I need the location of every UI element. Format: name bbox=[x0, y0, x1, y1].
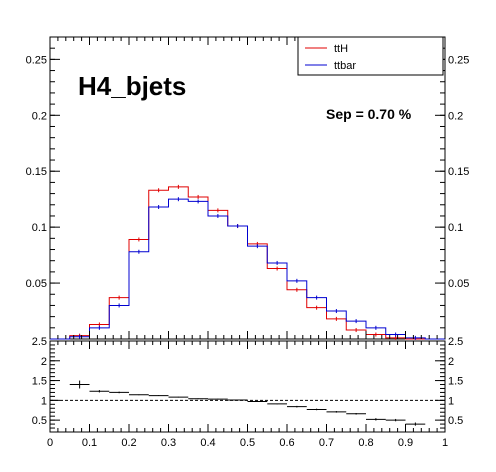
main-pad: 0.05 0.05 0.1 0.1 0.15 0.15 0.2 0.2 0.25 0.25 H4_… bbox=[26, 36, 469, 340]
ratio-y-tick-label: 0.5 bbox=[32, 415, 47, 427]
ratio-y-tick-label: 2.5 bbox=[32, 336, 47, 348]
ratio-y-tick-label-right: 0.5 bbox=[448, 415, 463, 427]
main-y-tick-label-right: 0.25 bbox=[448, 54, 469, 66]
x-tick-label: 0.4 bbox=[200, 437, 215, 449]
main-y-tick-label-right: 0.1 bbox=[448, 222, 463, 234]
separation-annotation: Sep = 0.70 % bbox=[326, 106, 412, 122]
main-y-tick-label: 0.15 bbox=[26, 166, 47, 178]
x-tick-label: 0.8 bbox=[358, 437, 373, 449]
x-tick-label: 0.3 bbox=[161, 437, 176, 449]
ratio-axes-group: 0 0.1 0.2 0.3 0.4 0.5 0.6 0.7 0.8 0.9 10.5 0.51 11.5… bbox=[32, 336, 464, 449]
x-tick-label: 0.1 bbox=[82, 437, 97, 449]
main-y-tick-label-right: 0.05 bbox=[448, 278, 469, 290]
x-tick-label: 0.6 bbox=[279, 437, 294, 449]
ratio-y-tick-label-right: 2.5 bbox=[448, 336, 463, 348]
legend-label-tth: ttH bbox=[334, 43, 348, 55]
ratio-pad: 0 0.1 0.2 0.3 0.4 0.5 0.6 0.7 0.8 0.9 10.5 0.51 11.5… bbox=[32, 336, 464, 449]
legend: ttH ttbar bbox=[297, 36, 444, 76]
legend-label-ttbar: ttbar bbox=[334, 60, 356, 72]
histogram-title: H4_bjets bbox=[78, 71, 186, 101]
main-y-tick-label: 0.1 bbox=[32, 222, 47, 234]
main-y-tick-label: 0.05 bbox=[26, 278, 47, 290]
main-y-tick-label: 0.2 bbox=[32, 110, 47, 122]
main-y-tick-label-right: 0.2 bbox=[448, 110, 463, 122]
ratio-y-tick-label-right: 1 bbox=[448, 395, 454, 407]
ratio-y-tick-label-right: 2 bbox=[448, 356, 454, 368]
ratio-y-tick-label-right: 1.5 bbox=[448, 376, 463, 388]
ratio-points-group bbox=[69, 380, 426, 426]
x-tick-label: 0.7 bbox=[319, 437, 334, 449]
x-tick-label: 0 bbox=[47, 437, 53, 449]
main-y-tick-label-right: 0.15 bbox=[448, 166, 469, 178]
x-tick-label: 0.2 bbox=[121, 437, 136, 449]
main-y-tick-label: 0.25 bbox=[26, 54, 47, 66]
legend-box bbox=[297, 36, 444, 76]
x-tick-label: 0.5 bbox=[240, 437, 255, 449]
ratio-y-tick-label: 1 bbox=[41, 395, 47, 407]
x-tick-label: 1 bbox=[442, 437, 448, 449]
x-tick-label: 0.9 bbox=[398, 437, 413, 449]
ratio-y-tick-label: 1.5 bbox=[32, 376, 47, 388]
ratio-y-tick-label: 2 bbox=[41, 356, 47, 368]
